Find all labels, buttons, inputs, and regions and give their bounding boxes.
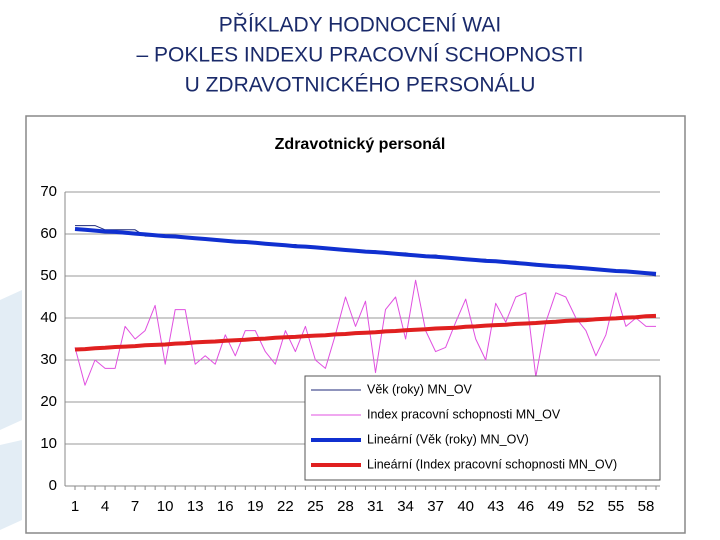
x-tick-label: 43 <box>487 498 504 515</box>
legend-label: Věk (roky) MN_OV <box>367 382 473 396</box>
slide-title: U ZDRAVOTNICKÉHO PERSONÁLU <box>185 74 536 97</box>
legend-label: Lineární (Věk (roky) MN_OV) <box>367 432 529 446</box>
legend-label: Index pracovní schopnosti MN_OV <box>367 407 561 421</box>
x-tick-label: 46 <box>517 498 534 515</box>
y-tick-label: 30 <box>40 351 57 368</box>
x-tick-label: 7 <box>131 498 139 515</box>
x-tick-label: 34 <box>397 498 414 515</box>
x-tick-label: 4 <box>101 498 109 515</box>
slide-title: PŘÍKLADY HODNOCENÍ WAI <box>219 14 501 37</box>
x-tick-label: 10 <box>157 498 174 515</box>
y-tick-label: 20 <box>40 393 57 410</box>
chart-title: Zdravotnický personál <box>275 136 446 153</box>
decoration <box>0 440 22 530</box>
x-tick-label: 1 <box>71 498 79 515</box>
x-tick-label: 31 <box>367 498 384 515</box>
legend-box <box>304 375 661 481</box>
x-tick-label: 13 <box>187 498 204 515</box>
x-tick-label: 49 <box>547 498 564 515</box>
slide-title: – POKLES INDEXU PRACOVNÍ SCHOPNOSTI <box>137 44 584 67</box>
x-tick-label: 58 <box>638 498 655 515</box>
series-line <box>74 279 656 386</box>
x-tick-label: 37 <box>427 498 444 515</box>
x-tick-label: 25 <box>307 498 324 515</box>
x-tick-label: 40 <box>457 498 474 515</box>
y-tick-label: 70 <box>40 183 57 200</box>
series-line <box>74 313 657 352</box>
y-tick-label: 40 <box>40 309 57 326</box>
y-tick-label: 50 <box>40 267 57 284</box>
x-tick-label: 19 <box>247 498 264 515</box>
series-line <box>74 227 657 276</box>
y-tick-label: 60 <box>40 225 57 242</box>
y-tick-label: 10 <box>40 435 57 452</box>
x-tick-label: 52 <box>578 498 595 515</box>
decoration <box>0 290 22 430</box>
x-tick-label: 55 <box>608 498 625 515</box>
x-tick-label: 16 <box>217 498 234 515</box>
legend-label: Lineární (Index pracovní schopnosti MN_O… <box>367 457 617 471</box>
x-tick-label: 28 <box>337 498 354 515</box>
x-tick-label: 22 <box>277 498 294 515</box>
y-tick-label: 0 <box>49 477 57 494</box>
